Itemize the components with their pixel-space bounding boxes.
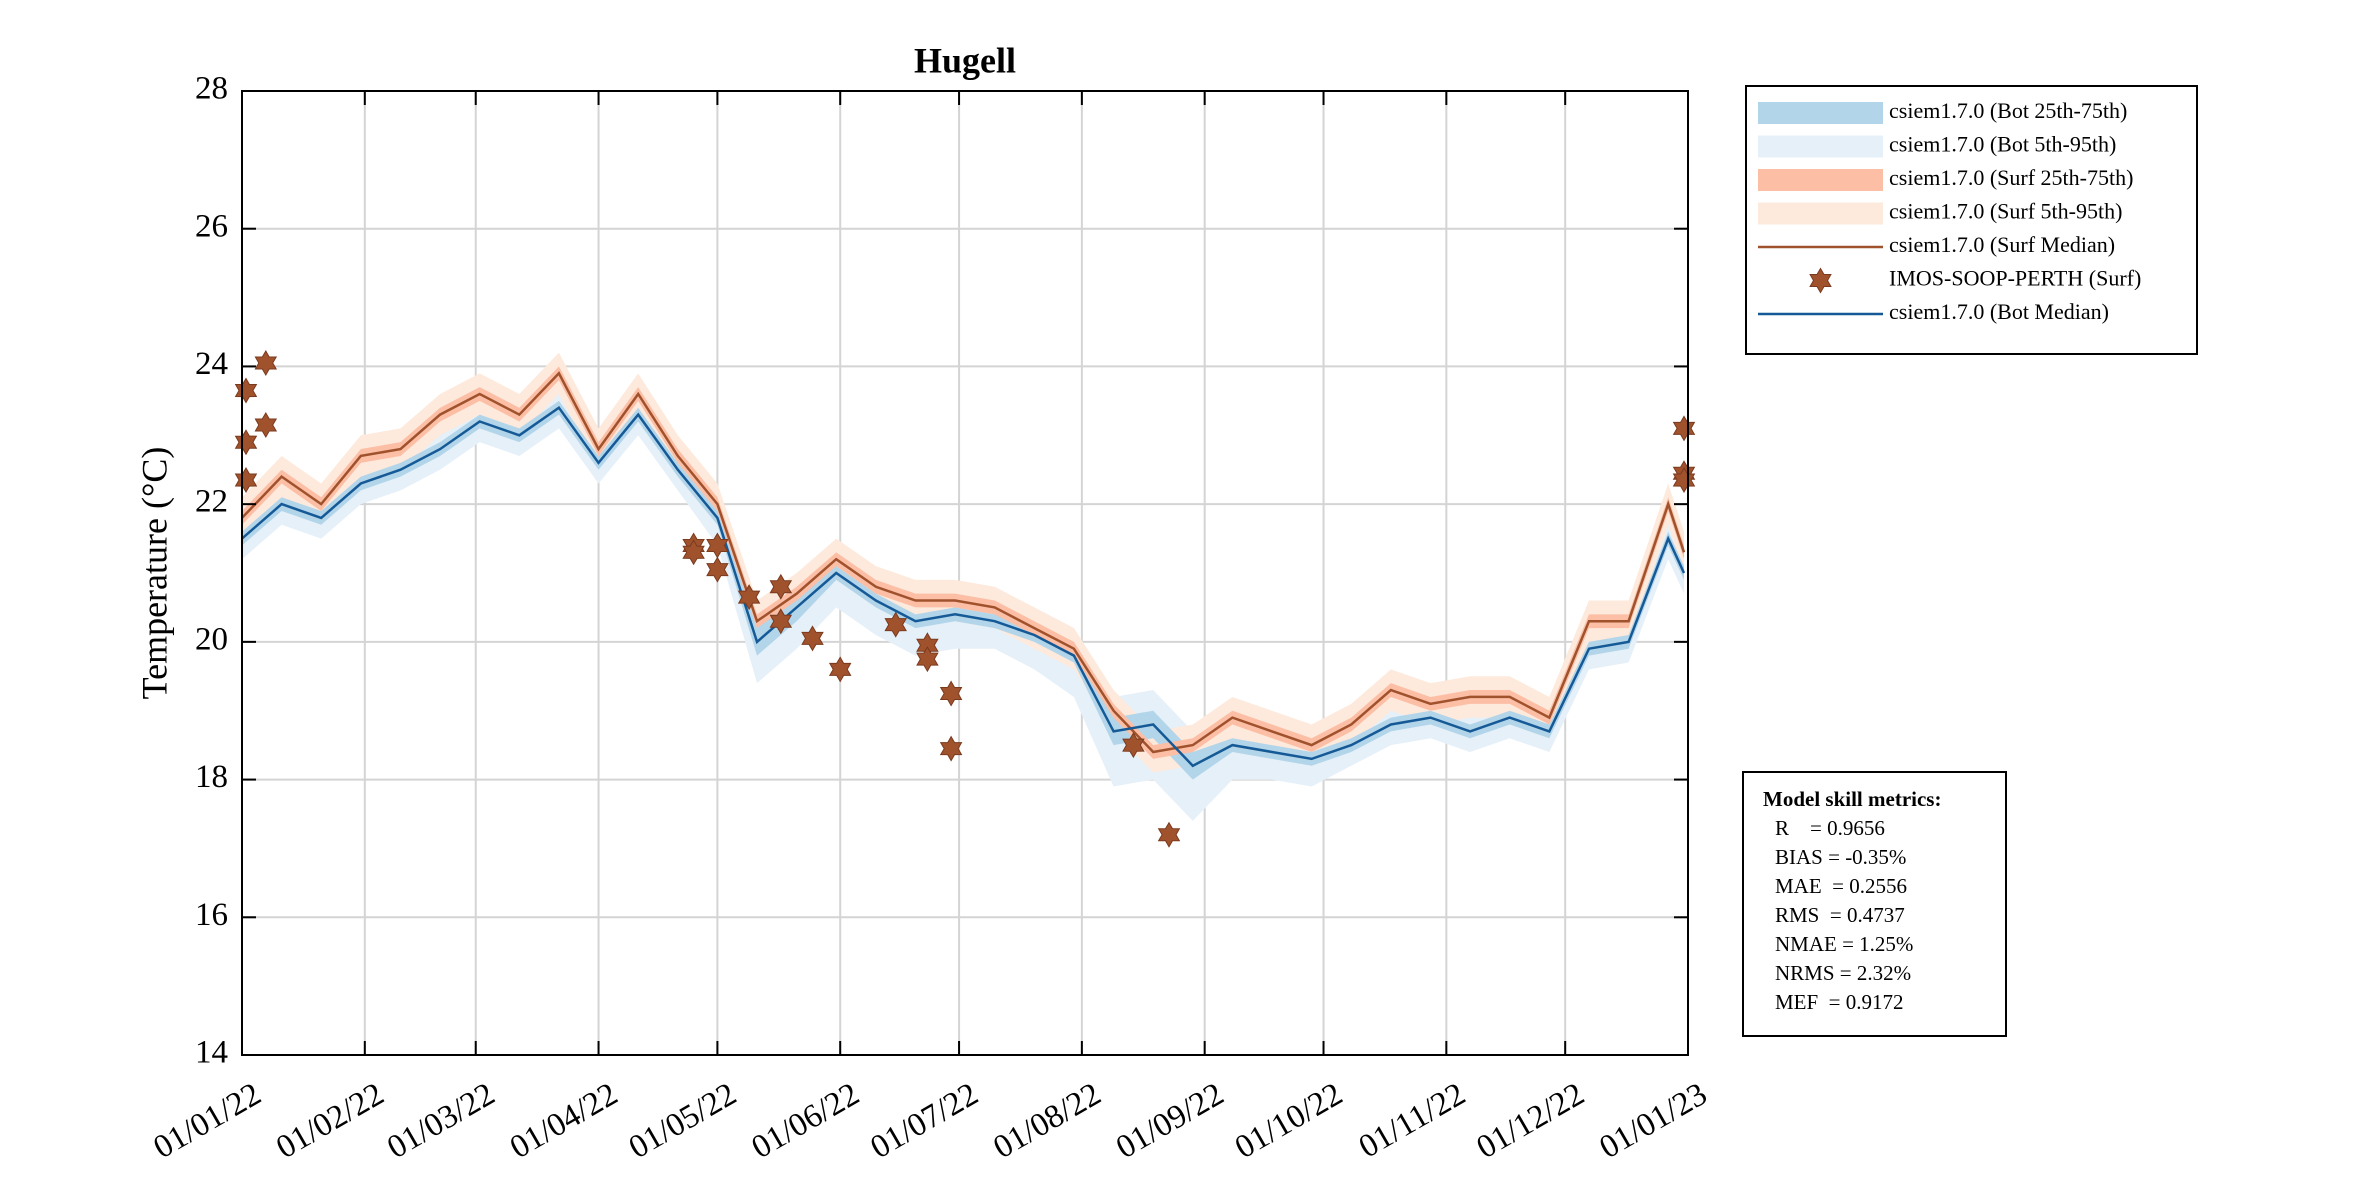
- legend-swatch: [1758, 135, 1883, 158]
- metrics-title: Model skill metrics:: [1763, 787, 1941, 811]
- observation-marker: [254, 349, 278, 377]
- y-tick-label: 14: [195, 1035, 228, 1071]
- observation-marker: [1157, 821, 1181, 848]
- metric-line: MEF = 0.9172: [1775, 990, 1904, 1014]
- metric-line: NMAE = 1.25%: [1775, 932, 1913, 956]
- metric-line: BIAS = -0.35%: [1775, 845, 1906, 869]
- metrics-box: Model skill metrics: R = 0.9656 BIAS = -0.…: [1742, 771, 2007, 1037]
- legend-label: IMOS-SOOP-PERTH (Surf): [1889, 266, 2141, 291]
- observation-marker: [706, 556, 729, 583]
- observation-marker: [1122, 732, 1145, 759]
- metric-line: RMS = 0.4737: [1775, 903, 1905, 927]
- metric-line: MAE = 0.2556: [1775, 874, 1907, 898]
- y-tick-label: 28: [195, 71, 228, 107]
- observation-marker: [737, 584, 761, 611]
- y-tick-label: 16: [195, 897, 228, 933]
- metrics-frame: [1742, 771, 2007, 1037]
- legend-label: csiem1.7.0 (Bot 25th-75th): [1889, 98, 2127, 123]
- observation-marker: [769, 608, 793, 635]
- median-line: [241, 405, 1686, 768]
- legend-swatch: [1758, 202, 1883, 225]
- y-tick-label: 26: [195, 208, 228, 244]
- metric-line: R = 0.9656: [1775, 816, 1885, 840]
- observation-marker: [828, 656, 852, 683]
- observation-marker: [254, 412, 278, 439]
- observation-marker: [234, 377, 258, 404]
- observation-marker: [234, 466, 258, 493]
- observation-marker: [769, 573, 793, 600]
- legend-label: csiem1.7.0 (Surf 5th-95th): [1889, 199, 2122, 224]
- observation-marker: [801, 625, 824, 652]
- legend-label: csiem1.7.0 (Surf 25th-75th): [1889, 165, 2133, 190]
- observation-marker: [682, 539, 705, 566]
- legend-swatch: [1758, 102, 1883, 124]
- y-axis-label: Temperature (°C): [134, 447, 174, 700]
- median-line: [241, 371, 1686, 754]
- observation-marker: [234, 429, 258, 456]
- y-tick-label: 24: [195, 346, 228, 382]
- observation-marker: [1672, 415, 1696, 442]
- y-tick-label: 22: [195, 484, 228, 520]
- y-tick-label: 18: [195, 759, 228, 795]
- legend-label: csiem1.7.0 (Bot 5th-95th): [1889, 132, 2116, 157]
- observation-marker: [1672, 466, 1696, 493]
- observation-marker: [884, 611, 907, 638]
- observation-marker: [939, 735, 963, 762]
- legend-swatch: [1758, 169, 1883, 191]
- observation-marker: [939, 680, 963, 707]
- legend-label: csiem1.7.0 (Bot Median): [1889, 299, 2109, 324]
- y-tick-label: 20: [195, 621, 228, 657]
- plot-frame: [241, 90, 1689, 1056]
- plot-area: [234, 349, 1696, 848]
- observation-marker: [916, 646, 939, 673]
- legend-label: csiem1.7.0 (Surf Median): [1889, 232, 2115, 257]
- chart-title: Hugell: [914, 40, 1016, 80]
- legend: csiem1.7.0 (Bot 25th-75th) csiem1.7.0 (Bo…: [1745, 85, 2198, 355]
- metric-line: NRMS = 2.32%: [1775, 961, 1911, 985]
- legend-swatch: [1809, 267, 1832, 294]
